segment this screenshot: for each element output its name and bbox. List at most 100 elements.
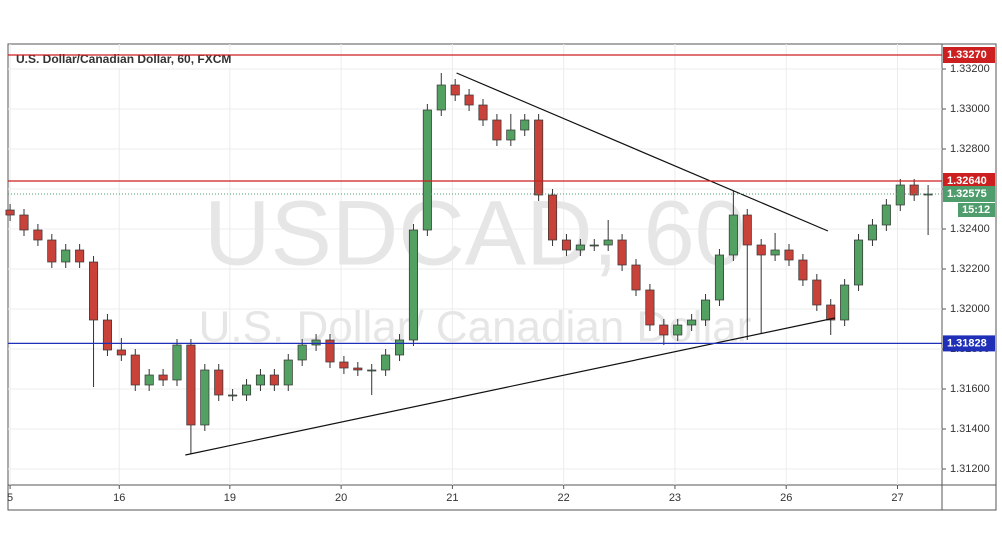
candle-body: [19, 214, 29, 231]
candle-body: [909, 184, 919, 196]
x-tick-label: 27: [891, 492, 903, 504]
candle-body: [867, 224, 877, 241]
candle-body: [339, 361, 349, 369]
candle-body: [770, 249, 780, 256]
candle-body: [659, 324, 669, 336]
candle-body: [297, 344, 307, 361]
level-label-box: [943, 47, 995, 63]
candle-body: [798, 259, 808, 281]
candle-body: [534, 119, 544, 196]
candle-body: [33, 229, 43, 241]
x-tick-label: 23: [669, 492, 681, 504]
y-tick-label: 1.33000: [950, 103, 990, 115]
candle-body: [784, 249, 794, 261]
plot: [5, 72, 933, 456]
candle-body: [617, 239, 627, 266]
candle-body: [464, 94, 474, 106]
watermark: USDCAD, 60: [204, 182, 746, 284]
candle-body: [102, 319, 112, 351]
candle-body: [75, 249, 85, 263]
x-tick-label: 16: [113, 492, 125, 504]
x-tick-label: 20: [335, 492, 347, 504]
candle-body: [5, 209, 15, 216]
candle-body: [589, 244, 599, 247]
y-tick-label: 1.32800: [950, 143, 990, 155]
candle-body: [228, 394, 238, 397]
candle-body: [283, 359, 293, 386]
candle-body: [242, 384, 252, 396]
candle-body: [395, 339, 405, 356]
current-price-label-box: [943, 186, 995, 202]
candle-body: [645, 289, 655, 326]
chart-frame: [7, 43, 997, 511]
y-tick-label: 1.31400: [950, 423, 990, 435]
candle-body: [478, 104, 488, 121]
candle-body: [158, 374, 168, 381]
candle-body: [311, 339, 321, 346]
level-label-box: [943, 335, 995, 352]
candle-body: [186, 344, 196, 426]
candle-body: [812, 279, 822, 306]
candle-body: [47, 239, 57, 263]
level-label: 1.32640: [947, 175, 987, 187]
countdown-box: [958, 203, 995, 217]
candle-body: [575, 244, 585, 251]
candle-body: [701, 299, 711, 321]
level-label: 1.31828: [947, 337, 987, 349]
candle-body: [436, 84, 446, 111]
candle-body: [826, 304, 836, 321]
candle-body: [673, 324, 683, 336]
x-tick-label: 5: [7, 492, 13, 504]
candle-body: [116, 349, 126, 356]
candle-body: [687, 319, 697, 326]
trendline: [456, 72, 829, 232]
level-label: 1.33270: [947, 49, 987, 61]
candle-body: [353, 367, 363, 371]
countdown: 15:12: [962, 204, 990, 216]
y-tick-label: 1.32400: [950, 223, 990, 235]
candle-body: [61, 249, 71, 263]
watermark-subtitle: U.S. Dollar/ Canadian Dollar: [199, 303, 752, 352]
y-tick-label: 1.32000: [950, 303, 990, 315]
candle-body: [408, 229, 418, 341]
title-background: [12, 52, 238, 68]
x-tick-label: 19: [224, 492, 236, 504]
candle-body: [214, 369, 224, 396]
candle-body: [603, 239, 613, 246]
grid: [8, 44, 942, 485]
candle-body: [506, 129, 516, 141]
candle-body: [728, 214, 738, 256]
current-price-label: 1.32575: [947, 188, 987, 200]
candle-body: [422, 109, 432, 231]
candle-body: [840, 284, 850, 321]
y-tick-label: 1.31600: [950, 383, 990, 395]
level-label-box: [943, 173, 995, 189]
candle-body: [200, 369, 210, 426]
candle-body: [756, 244, 766, 256]
y-tick-label: 1.33200: [950, 63, 990, 75]
candle-body: [561, 239, 571, 251]
candle-body: [520, 119, 530, 131]
candle-body: [881, 204, 891, 226]
candle-body: [269, 374, 279, 386]
x-tick-label: 21: [446, 492, 458, 504]
candle-body: [923, 193, 933, 196]
candle-body: [742, 214, 752, 246]
candle-body: [854, 239, 864, 286]
candle-body: [255, 374, 265, 386]
x-tick-label: 22: [558, 492, 570, 504]
chart-title: U.S. Dollar/Canadian Dollar, 60, FXCM: [16, 52, 231, 66]
x-tick-label: 26: [780, 492, 792, 504]
trendline: [185, 317, 836, 456]
candle-body: [144, 374, 154, 386]
candle-body: [172, 344, 182, 381]
candle-body: [89, 261, 99, 321]
candle-body: [130, 354, 140, 386]
candle-body: [548, 194, 558, 241]
candle-body: [714, 254, 724, 301]
candle-body: [450, 84, 460, 96]
y-tick-label: 1.31200: [950, 463, 990, 475]
candle-body: [492, 119, 502, 141]
